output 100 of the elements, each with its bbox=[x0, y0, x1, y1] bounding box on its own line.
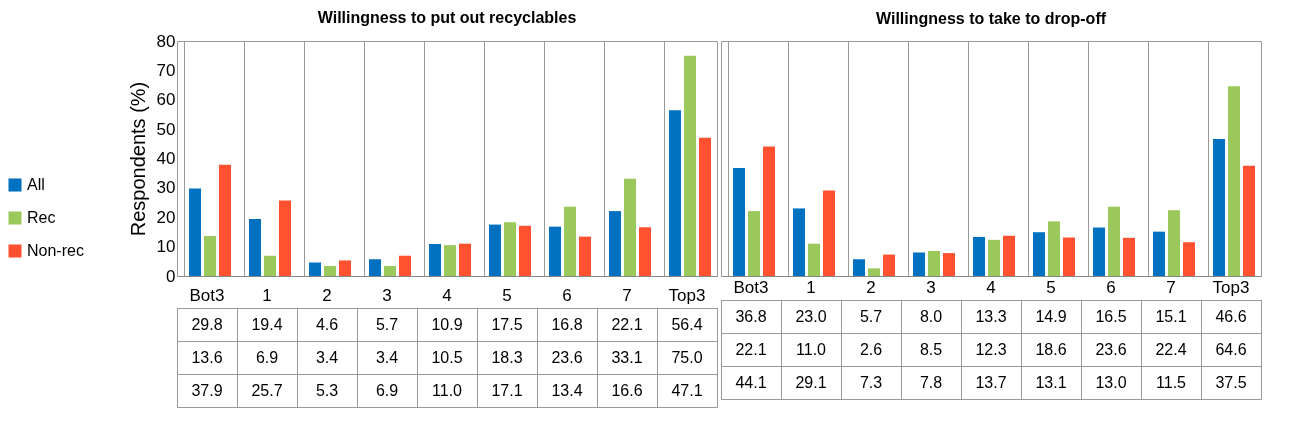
x-tick-label: 7 bbox=[1166, 277, 1176, 297]
bar bbox=[339, 260, 351, 276]
bar bbox=[1123, 237, 1135, 276]
bar bbox=[579, 236, 591, 276]
data-label: 75.0 bbox=[671, 348, 703, 366]
bar bbox=[988, 239, 1000, 276]
data-label: 29.8 bbox=[191, 315, 223, 333]
data-label: 46.6 bbox=[1215, 307, 1247, 325]
bar bbox=[219, 164, 231, 276]
data-label: 15.1 bbox=[1155, 307, 1187, 325]
y-tick-label: 60 bbox=[156, 90, 176, 110]
data-label: 17.1 bbox=[491, 381, 523, 399]
chart-title: Willingness to put out recyclables bbox=[317, 9, 577, 26]
x-tick-label: 4 bbox=[986, 277, 996, 297]
data-label: 33.1 bbox=[611, 348, 643, 366]
data-label: 13.4 bbox=[551, 381, 583, 399]
bar bbox=[793, 208, 805, 276]
data-label: 16.8 bbox=[551, 315, 583, 333]
data-label: 29.1 bbox=[795, 373, 827, 391]
legend-label: All bbox=[27, 176, 45, 193]
x-tick-label: 3 bbox=[382, 285, 392, 305]
bar bbox=[1108, 206, 1120, 276]
bar bbox=[204, 236, 216, 276]
bar bbox=[928, 251, 940, 276]
y-tick-label: 40 bbox=[156, 149, 176, 168]
data-label: 5.3 bbox=[315, 381, 339, 399]
data-label: 5.7 bbox=[859, 307, 883, 325]
data-label: 3.4 bbox=[315, 348, 339, 366]
bar bbox=[189, 188, 201, 276]
y-tick-label: 20 bbox=[156, 207, 176, 227]
bar bbox=[913, 252, 925, 276]
x-tick-label: 5 bbox=[1046, 277, 1056, 297]
bar bbox=[1153, 231, 1165, 276]
data-label: 16.6 bbox=[611, 381, 643, 399]
data-label: 13.6 bbox=[191, 348, 223, 366]
bar bbox=[1213, 139, 1225, 276]
data-label: 7.8 bbox=[919, 373, 943, 391]
data-label: 22.1 bbox=[611, 315, 643, 333]
x-tick-label: 6 bbox=[1106, 277, 1116, 297]
data-label: 6.9 bbox=[255, 348, 279, 366]
bar bbox=[733, 167, 745, 276]
data-label: 6.9 bbox=[375, 381, 399, 399]
bar bbox=[459, 243, 471, 276]
y-tick-label: 80 bbox=[156, 31, 176, 51]
data-label: 56.4 bbox=[671, 315, 703, 333]
x-tick-label: 2 bbox=[866, 277, 876, 297]
bar bbox=[823, 190, 835, 276]
y-tick-label: 30 bbox=[156, 178, 176, 198]
data-label: 4.6 bbox=[315, 315, 339, 333]
data-label: 22.4 bbox=[1155, 340, 1187, 358]
data-label: 25.7 bbox=[251, 381, 283, 399]
bar bbox=[369, 259, 381, 276]
data-label: 10.9 bbox=[431, 315, 463, 333]
data-label: 23.6 bbox=[551, 348, 583, 366]
y-tick-label: 0 bbox=[166, 266, 176, 286]
bar bbox=[883, 254, 895, 276]
bar bbox=[444, 245, 456, 276]
data-label: 10.5 bbox=[431, 348, 463, 366]
bar bbox=[1228, 86, 1240, 276]
chart-title: Willingness to take to drop-off bbox=[875, 9, 1107, 27]
data-label: 11.0 bbox=[432, 381, 463, 399]
bar bbox=[1063, 237, 1075, 276]
bar bbox=[699, 137, 711, 276]
bar bbox=[429, 243, 441, 276]
data-label: 14.9 bbox=[1035, 307, 1067, 325]
data-label: 8.0 bbox=[919, 307, 943, 325]
data-label: 18.6 bbox=[1035, 340, 1067, 358]
data-label: 7.3 bbox=[859, 373, 883, 391]
bar bbox=[489, 224, 501, 276]
bar bbox=[669, 110, 681, 276]
data-label: 23.0 bbox=[795, 307, 827, 325]
data-label: 19.4 bbox=[251, 315, 283, 333]
bar bbox=[309, 262, 321, 276]
bar bbox=[763, 146, 775, 276]
x-tick-label: 3 bbox=[926, 277, 936, 297]
x-tick-label: 4 bbox=[442, 285, 452, 305]
bar bbox=[624, 178, 636, 276]
bar bbox=[1243, 165, 1255, 276]
bar bbox=[748, 211, 760, 276]
data-label: 37.9 bbox=[191, 381, 223, 399]
data-label: 11.5 bbox=[1156, 373, 1187, 391]
data-label: 37.5 bbox=[1215, 373, 1247, 391]
y-tick-label: 70 bbox=[156, 60, 176, 80]
bar bbox=[279, 200, 291, 276]
data-label: 44.1 bbox=[735, 373, 767, 391]
bar bbox=[324, 266, 336, 276]
bar bbox=[1168, 210, 1180, 276]
bar bbox=[1048, 221, 1060, 276]
bar bbox=[264, 255, 276, 276]
x-tick-label: 7 bbox=[622, 285, 632, 305]
data-label: 22.1 bbox=[735, 340, 767, 358]
data-label: 12.3 bbox=[975, 340, 1007, 358]
x-tick-label: 6 bbox=[562, 285, 572, 305]
bar bbox=[399, 255, 411, 276]
data-label: 8.5 bbox=[919, 340, 943, 358]
data-label: 13.3 bbox=[975, 307, 1007, 325]
legend-label: Non-rec bbox=[27, 242, 84, 259]
data-label: 17.5 bbox=[491, 315, 523, 333]
data-label: 16.5 bbox=[1095, 307, 1127, 325]
bar bbox=[973, 236, 985, 276]
